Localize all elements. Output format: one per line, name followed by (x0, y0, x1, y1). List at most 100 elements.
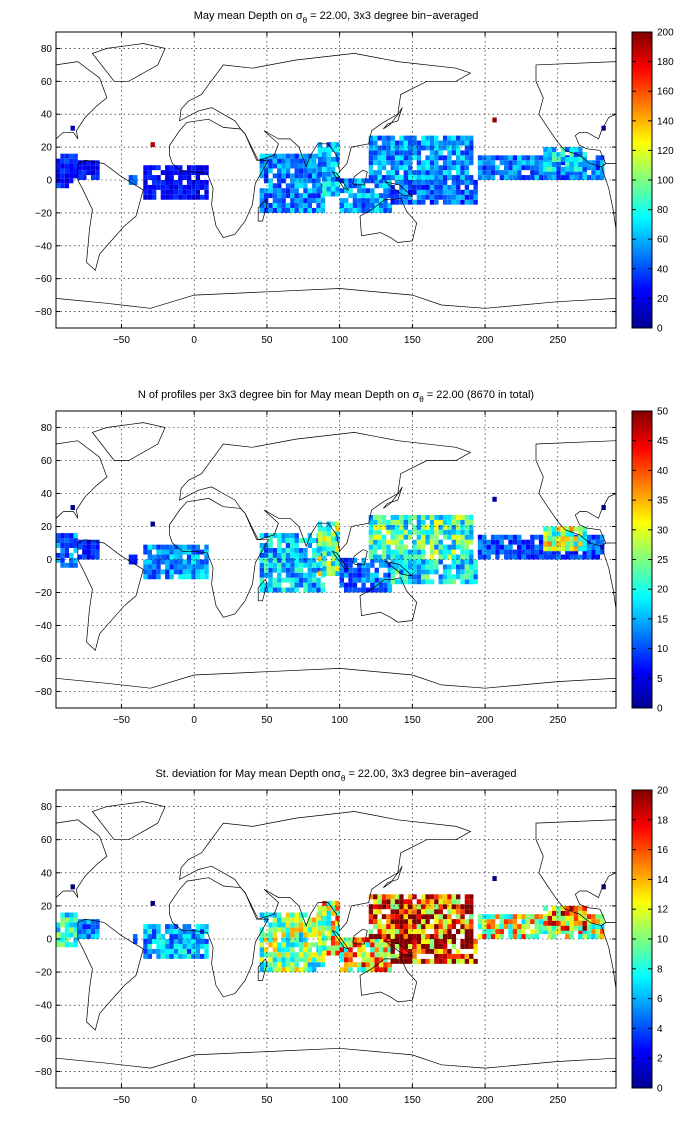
data-cell (169, 194, 174, 200)
coastline (383, 486, 403, 509)
data-cell (412, 549, 417, 555)
data-cell (200, 180, 205, 185)
data-cell (399, 569, 404, 575)
data-cell (259, 967, 264, 973)
data-cell (191, 559, 196, 565)
data-cell (464, 539, 470, 545)
data-cell (294, 183, 299, 189)
data-cell (326, 186, 331, 192)
data-cell (298, 577, 304, 583)
data-cell (429, 939, 435, 944)
data-cell (272, 163, 278, 169)
data-cell (143, 180, 148, 185)
data-cell (390, 519, 395, 525)
data-cell (460, 943, 465, 949)
data-cell (56, 937, 61, 943)
data-cell (460, 155, 465, 161)
coastline (257, 578, 268, 602)
data-cell (86, 934, 91, 939)
data-cell (277, 178, 282, 184)
data-cell (268, 193, 273, 199)
data-cell (530, 554, 535, 560)
data-cell (482, 934, 487, 939)
data-cell (525, 165, 531, 171)
data-cell (272, 587, 278, 593)
data-cell (259, 962, 264, 968)
data-cell (182, 929, 187, 935)
data-cell (456, 564, 461, 570)
data-cell (312, 538, 317, 543)
data-cell (381, 929, 387, 935)
data-cell (298, 912, 304, 918)
data-cell (447, 899, 452, 905)
data-cell (394, 559, 400, 565)
data-cell (377, 175, 382, 180)
data-cell (438, 175, 443, 180)
coastline (77, 539, 144, 651)
data-cell (344, 188, 349, 194)
data-cell (361, 587, 366, 593)
data-cell (370, 942, 375, 948)
data-cell (377, 919, 382, 925)
data-cell (147, 554, 152, 560)
data-cell (285, 533, 291, 539)
data-cell (560, 147, 566, 153)
data-cell (412, 140, 417, 146)
data-cell (344, 562, 349, 568)
data-cell (434, 953, 439, 959)
data-cell (73, 922, 78, 928)
data-cell (394, 919, 400, 925)
data-cell (394, 539, 400, 545)
data-cell (368, 514, 374, 520)
data-cell (573, 175, 579, 180)
data-cell (64, 922, 70, 928)
data-cell (582, 526, 587, 532)
data-cell (303, 547, 308, 553)
data-cell (147, 165, 152, 171)
data-cell (294, 562, 299, 568)
data-cell (272, 533, 278, 539)
data-cell (569, 915, 574, 921)
data-cell (147, 943, 152, 949)
data-cell (77, 924, 83, 930)
data-cell (303, 552, 308, 558)
data-cell (186, 939, 192, 944)
data-cell (390, 579, 395, 585)
data-cell (298, 942, 304, 948)
data-cell (303, 572, 308, 578)
data-cell (425, 165, 430, 171)
data-cell (290, 163, 295, 169)
data-cell (335, 152, 340, 157)
data-cell (399, 199, 404, 205)
data-cell (442, 569, 448, 575)
data-cell (264, 552, 269, 558)
data-cell (204, 549, 209, 555)
data-cell (421, 559, 426, 565)
data-cell (268, 967, 273, 973)
data-cell (361, 207, 366, 213)
data-cell (186, 934, 192, 939)
data-cell (469, 194, 474, 200)
data-cell (294, 188, 299, 194)
data-cell (317, 571, 323, 576)
data-cell (434, 909, 439, 915)
data-cell (73, 163, 78, 169)
data-cell (312, 967, 317, 973)
data-cell (416, 180, 422, 185)
data-cell (381, 544, 387, 550)
data-cell (386, 929, 391, 935)
data-cell (143, 194, 148, 200)
data-cell (412, 145, 417, 151)
data-cell (143, 943, 148, 949)
data-cell (421, 958, 426, 964)
data-cell (322, 191, 327, 197)
data-cell (416, 909, 422, 915)
x-tick-label: 50 (261, 335, 273, 346)
data-cell (547, 915, 552, 921)
data-cell (408, 175, 413, 180)
data-cell (538, 924, 544, 930)
data-cell (464, 894, 470, 900)
data-cell (394, 194, 400, 200)
data-cell (322, 536, 327, 542)
data-cell (368, 934, 374, 939)
